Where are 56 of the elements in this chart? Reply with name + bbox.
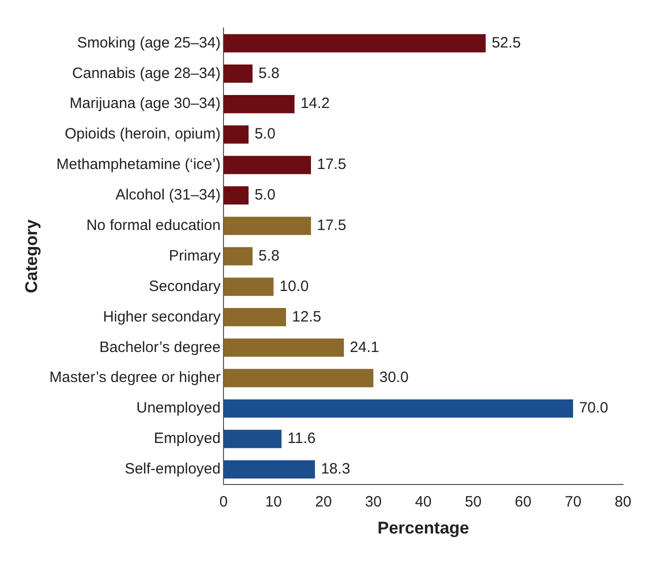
y-tick-label: Opioids (heroin, opium) (64, 126, 221, 143)
y-tick-label: Marijuana (age 30–34) (70, 95, 221, 112)
bar (224, 460, 315, 479)
data-label: 17.5 (316, 217, 346, 234)
bar (224, 430, 282, 448)
bar (224, 216, 311, 235)
data-label: 14.2 (300, 95, 330, 112)
y-tick-label: Self-employed (124, 460, 221, 478)
y-tick-label: Smoking (age 25–34) (77, 34, 221, 52)
x-tick-label: 40 (414, 494, 432, 511)
data-label: 70.0 (579, 400, 608, 417)
x-tick-label: 20 (315, 494, 332, 511)
data-label: 18.3 (320, 460, 350, 478)
bar (224, 247, 253, 266)
bar (224, 308, 286, 326)
data-label: 52.5 (492, 34, 521, 52)
x-tick-label: 70 (564, 494, 582, 511)
x-tick-label: 80 (614, 494, 632, 511)
y-tick-label: Higher secondary (103, 308, 222, 326)
x-tick-label: 0 (219, 494, 228, 511)
y-tick-label: Primary (168, 247, 222, 264)
y-tick-label: Unemployed (136, 400, 221, 417)
bar (224, 156, 311, 174)
bar (224, 368, 374, 388)
x-axis-title: Percentage (377, 518, 470, 538)
y-tick-label: Alcohol (31–34) (116, 186, 221, 204)
x-tick-label: 50 (464, 494, 482, 511)
y-tick-label: Methamphetamine (‘ice’) (56, 156, 221, 174)
y-tick-label: Employed (154, 430, 221, 448)
x-tick-label: 30 (365, 494, 382, 511)
data-label: 5.8 (258, 247, 280, 264)
bar (224, 338, 344, 357)
data-label: 24.1 (350, 338, 380, 356)
data-label: 17.5 (316, 156, 346, 174)
bar (224, 34, 486, 52)
bar (224, 278, 274, 296)
data-label: 5.8 (258, 64, 280, 82)
y-tick-label: Cannabis (age 28–34) (72, 64, 221, 82)
bar (224, 64, 253, 83)
bar (224, 94, 294, 114)
y-tick-label: Secondary (148, 278, 222, 295)
y-tick-label: Bachelor’s degree (99, 338, 221, 356)
bar (224, 399, 574, 418)
data-label: 5.0 (254, 126, 276, 143)
x-tick-label: 60 (514, 494, 532, 511)
bar (224, 125, 249, 144)
data-label: 5.0 (254, 186, 276, 204)
y-tick-label: Master’s degree or higher (49, 369, 221, 386)
data-label: 10.0 (280, 278, 309, 295)
data-label: 12.5 (292, 308, 322, 326)
data-label: 11.6 (288, 430, 316, 448)
data-label: 30.0 (379, 369, 409, 386)
bar (224, 186, 249, 205)
y-tick-label: No formal education (86, 217, 221, 234)
x-tick-label: 10 (265, 494, 282, 511)
y-axis-title: Category (22, 218, 41, 294)
